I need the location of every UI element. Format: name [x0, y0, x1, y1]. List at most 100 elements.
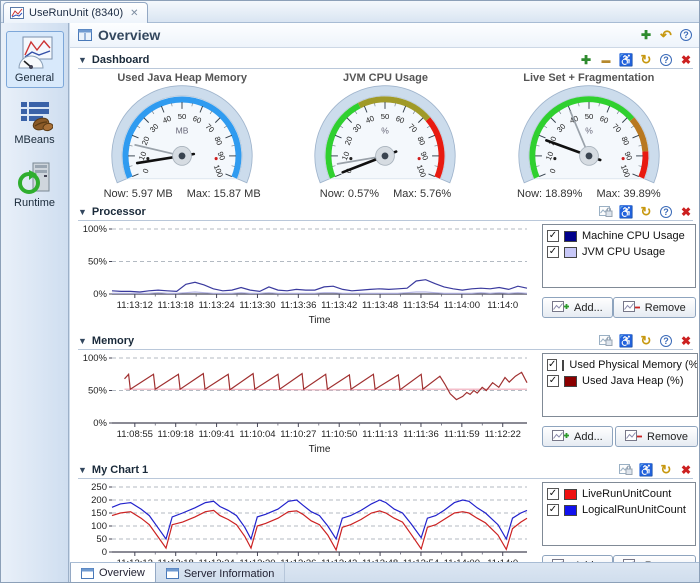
freeze-icon[interactable] — [599, 334, 613, 348]
sidebar-item-mbeans[interactable]: MBeans — [6, 96, 64, 149]
sidebar-item-label: General — [7, 72, 63, 84]
svg-text:11:10:27: 11:10:27 — [280, 429, 316, 440]
add-icon[interactable]: ✚ — [639, 28, 653, 42]
chart-buttons: Add... Remove — [542, 426, 698, 447]
svg-text:11:13:18: 11:13:18 — [158, 300, 194, 311]
legend-label: Used Physical Memory (%) — [569, 359, 698, 371]
processor-section-header: ▼ Processor ♿ ↻? ✖ — [78, 203, 693, 221]
close-icon[interactable]: ✖ — [679, 205, 693, 219]
svg-text:11:08:55: 11:08:55 — [117, 429, 153, 440]
collapse-arrow-icon[interactable]: ▼ — [78, 465, 87, 475]
sidebar-item-general[interactable]: General — [6, 31, 64, 88]
minus-icon[interactable]: ▬ — [599, 53, 613, 67]
collapse-arrow-icon[interactable]: ▼ — [78, 207, 87, 217]
dashboard-section-header: ▼ Dashboard ✚▬♿↻?✖ — [78, 51, 693, 69]
sidebar-item-label: MBeans — [6, 134, 64, 146]
help-icon[interactable]: ? — [659, 334, 673, 348]
svg-text:50: 50 — [96, 534, 107, 545]
remove-attribute-button[interactable]: Remove — [615, 426, 698, 447]
svg-text:11:11:13: 11:11:13 — [362, 429, 398, 440]
svg-text:11:13:54: 11:13:54 — [403, 300, 439, 311]
gauge-live-set: Live Set + Fragmentation 010203040506070… — [489, 71, 689, 200]
legend-checkbox[interactable]: ✓ — [547, 359, 557, 371]
svg-text:11:13:24: 11:13:24 — [198, 300, 234, 311]
legend-checkbox[interactable]: ✓ — [547, 246, 559, 258]
svg-text:MB: MB — [176, 126, 189, 136]
chart-buttons: Add... Remove — [542, 555, 696, 562]
legend-checkbox[interactable]: ✓ — [547, 504, 559, 516]
memory-toolbar: ♿ ↻? ✖ — [599, 334, 693, 348]
sidebar-item-runtime[interactable]: Runtime — [6, 157, 64, 212]
legend-checkbox[interactable]: ✓ — [547, 488, 559, 500]
undo-icon[interactable]: ↶ — [659, 28, 673, 42]
add-icon[interactable]: ✚ — [579, 53, 593, 67]
legend-row: ✓LiveRunUnitCount — [547, 486, 691, 502]
tab-close-icon[interactable]: ✕ — [128, 8, 138, 19]
close-icon[interactable]: ✖ — [679, 463, 693, 477]
svg-text:11:14:0: 11:14:0 — [487, 300, 518, 311]
close-icon[interactable]: ✖ — [679, 53, 693, 67]
tab-overview[interactable]: Overview — [70, 563, 156, 583]
remove-attribute-button[interactable]: Remove — [613, 555, 696, 562]
gauge-row: Used Java Heap Memory 010203040506070809… — [78, 69, 693, 200]
add-attribute-button[interactable]: Add... — [542, 555, 613, 562]
sidebar: General MBeans — [1, 23, 69, 583]
add-attribute-button[interactable]: Add... — [542, 297, 613, 318]
svg-text:250: 250 — [91, 482, 107, 493]
add-attribute-button[interactable]: Add... — [542, 426, 613, 447]
section-title: Memory — [92, 335, 134, 347]
accessibility-icon[interactable]: ♿ — [639, 463, 653, 477]
legend-box: ✓ Machine CPU Usage ✓JVM CPU Usage — [542, 224, 696, 288]
sidebar-item-label: Runtime — [6, 197, 64, 209]
help-icon[interactable]: ? — [679, 28, 693, 42]
legend-color-swatch — [564, 231, 577, 242]
page-header: Overview ✚↶? — [70, 23, 700, 48]
section-title: Processor — [92, 206, 146, 218]
accessibility-icon[interactable]: ♿ — [619, 334, 633, 348]
refresh-icon[interactable]: ↻ — [659, 463, 673, 477]
svg-text:50%: 50% — [88, 257, 108, 268]
legend-checkbox[interactable]: ✓ — [547, 375, 559, 387]
remove-attribute-button[interactable]: Remove — [613, 297, 696, 318]
help-icon[interactable]: ? — [659, 53, 673, 67]
collapse-arrow-icon[interactable]: ▼ — [78, 55, 87, 65]
freeze-icon[interactable] — [619, 463, 633, 477]
legend-checkbox[interactable]: ✓ — [547, 230, 559, 242]
svg-text:11:13:42: 11:13:42 — [321, 300, 357, 311]
svg-text:11:09:41: 11:09:41 — [198, 429, 234, 440]
chart-canvas: 25020015010050011:13:1211:13:1811:13:241… — [78, 482, 536, 562]
application-window: UseRunUnit (8340) ✕ General — [0, 0, 700, 583]
accessibility-icon[interactable]: ♿ — [619, 205, 633, 219]
chart-row: 100%50%0%11:08:5511:09:1811:09:4111:10:0… — [78, 350, 693, 458]
refresh-icon[interactable]: ↻ — [639, 205, 653, 219]
legend-color-swatch — [562, 360, 564, 371]
my-chart-1-section-header: ▼ My Chart 1 ♿↻✖ — [78, 461, 693, 479]
svg-text:%: % — [585, 126, 593, 136]
svg-text:200: 200 — [91, 495, 107, 506]
gauge-dial: 0102030405060708090100% — [489, 84, 689, 188]
editor-tab-userununit[interactable]: UseRunUnit (8340) ✕ — [3, 2, 148, 23]
help-icon[interactable]: ? — [659, 205, 673, 219]
svg-text:11:09:18: 11:09:18 — [158, 429, 194, 440]
gauge-max-value: Max: 5.76% — [393, 188, 451, 200]
gauge-readout: Now: 0.57%Max: 5.76% — [285, 188, 485, 200]
general-chart-gauge-icon — [17, 36, 53, 70]
tab-server-information[interactable]: Server Information — [156, 563, 285, 583]
collapse-arrow-icon[interactable]: ▼ — [78, 336, 87, 346]
gauge-max-value: Max: 39.89% — [596, 188, 660, 200]
dashboard-toolbar: ✚ ▬ ♿ ↻? ✖ — [579, 53, 693, 67]
chart-row: 100%50%0%11:13:1211:13:1811:13:2411:13:3… — [78, 221, 693, 329]
freeze-icon[interactable] — [599, 205, 613, 219]
refresh-icon[interactable]: ↻ — [639, 334, 653, 348]
legend-label: LogicalRunUnitCount — [582, 504, 686, 516]
refresh-icon[interactable]: ↻ — [639, 53, 653, 67]
legend-row: ✓JVM CPU Usage — [547, 244, 691, 260]
tab-label: Overview — [99, 567, 145, 579]
editor-tab-title: UseRunUnit (8340) — [29, 7, 123, 19]
svg-text:11:11:36: 11:11:36 — [403, 429, 439, 440]
svg-text:100%: 100% — [83, 353, 108, 364]
legend-label: Machine CPU Usage — [582, 230, 685, 242]
gauge-heap: Used Java Heap Memory 010203040506070809… — [82, 71, 282, 200]
close-icon[interactable]: ✖ — [679, 334, 693, 348]
accessibility-icon[interactable]: ♿ — [619, 53, 633, 67]
